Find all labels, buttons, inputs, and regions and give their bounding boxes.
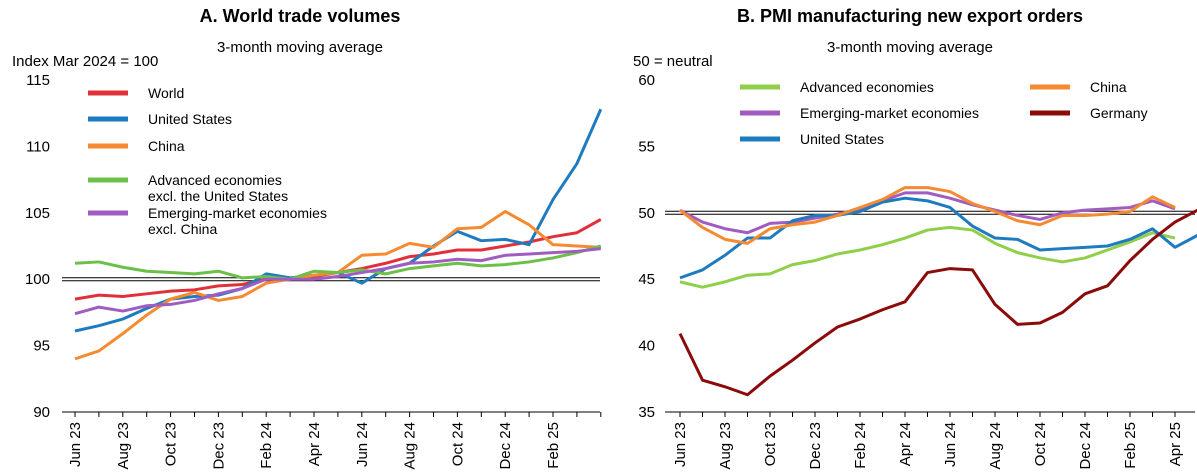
legend-label: Emerging-market economies bbox=[800, 105, 979, 121]
legend-label: China bbox=[148, 138, 185, 154]
y-tick-label: 105 bbox=[25, 205, 50, 222]
y-tick-label: 40 bbox=[638, 338, 655, 355]
chart-title: B. PMI manufacturing new export orders bbox=[737, 6, 1083, 26]
x-tick-label: Jun 24 bbox=[354, 422, 371, 467]
y-axis-label: 50 = neutral bbox=[633, 53, 713, 70]
chart-subtitle: 3-month moving average bbox=[217, 39, 383, 56]
legend-label: Emerging-market economies excl. China bbox=[148, 205, 327, 237]
x-tick-label: Feb 25 bbox=[1122, 422, 1139, 469]
series-line bbox=[74, 244, 602, 281]
x-tick-label: Aug 23 bbox=[115, 422, 132, 470]
y-tick-label: 115 bbox=[26, 72, 50, 89]
x-tick-label: Aug 24 bbox=[402, 422, 419, 470]
y-tick-label: 50 bbox=[638, 205, 655, 222]
x-tick-label: Apr 24 bbox=[306, 422, 323, 466]
legend-label: United States bbox=[148, 111, 233, 127]
x-tick-label: Jun 23 bbox=[672, 422, 689, 467]
series-line bbox=[679, 191, 1176, 235]
x-tick-label: Feb 24 bbox=[852, 422, 869, 469]
series-line bbox=[74, 247, 601, 316]
y-tick-label: 45 bbox=[638, 271, 655, 288]
y-tick-label: 110 bbox=[26, 138, 50, 155]
x-tick-label: Dec 24 bbox=[497, 422, 514, 470]
x-tick-label: Feb 24 bbox=[258, 422, 275, 469]
x-tick-label: Apr 24 bbox=[897, 422, 914, 466]
y-tick-label: 95 bbox=[33, 338, 50, 355]
x-tick-label: Oct 24 bbox=[449, 422, 466, 466]
series-line bbox=[679, 225, 1176, 289]
x-tick-label: Jun 23 bbox=[67, 422, 84, 467]
y-tick-label: 55 bbox=[638, 138, 655, 155]
x-tick-label: Jun 24 bbox=[942, 422, 959, 467]
y-tick-label: 100 bbox=[25, 271, 50, 288]
legend-label: China bbox=[1090, 79, 1127, 95]
x-tick-label: Oct 23 bbox=[163, 422, 180, 466]
x-tick-label: Dec 23 bbox=[807, 422, 824, 470]
legend-label: World bbox=[148, 85, 185, 101]
legend-label: United States bbox=[800, 131, 885, 147]
y-tick-label: 35 bbox=[638, 404, 655, 421]
x-tick-label: Aug 23 bbox=[717, 422, 734, 470]
x-tick-label: Dec 24 bbox=[1077, 422, 1094, 470]
y-tick-label: 60 bbox=[638, 72, 655, 89]
x-tick-label: Aug 24 bbox=[987, 422, 1004, 470]
chart-title: A. World trade volumes bbox=[200, 6, 401, 26]
x-tick-label: Feb 25 bbox=[545, 422, 562, 469]
y-axis-label: Index Mar 2024 = 100 bbox=[12, 53, 158, 70]
x-tick-label: Dec 23 bbox=[210, 422, 227, 470]
series-line bbox=[679, 196, 1197, 280]
legend-label: Germany bbox=[1090, 105, 1148, 121]
x-tick-label: Apr 25 bbox=[1167, 422, 1184, 466]
x-tick-label: Oct 24 bbox=[1032, 422, 1049, 466]
y-tick-label: 90 bbox=[33, 404, 50, 421]
series-line bbox=[678, 208, 1197, 397]
chart-subtitle: 3-month moving average bbox=[827, 39, 993, 56]
x-tick-label: Oct 23 bbox=[762, 422, 779, 466]
series-line bbox=[679, 186, 1176, 245]
legend-label: Advanced economies excl. the United Stat… bbox=[148, 172, 289, 204]
legend-label: Advanced economies bbox=[800, 79, 934, 95]
